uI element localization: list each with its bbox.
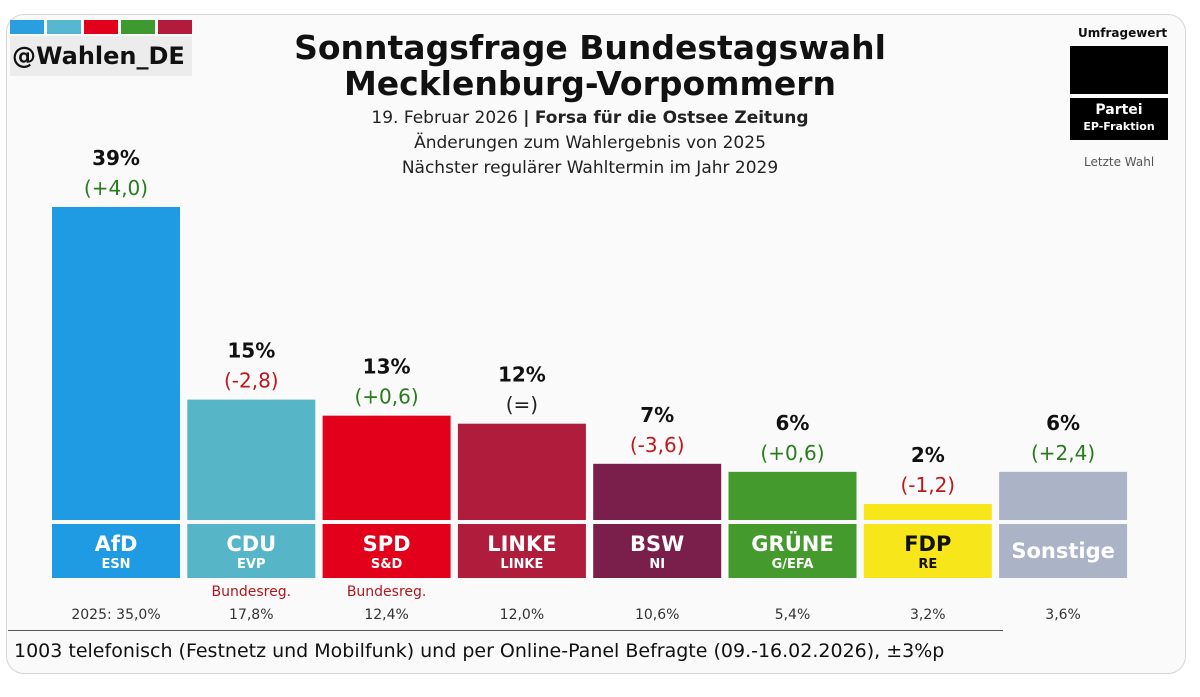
government-note: Bundesreg.: [347, 584, 427, 600]
last-election-label: 2025: 35,0%: [71, 607, 160, 623]
value-label: 12%: [498, 363, 546, 387]
value-label: 2%: [911, 443, 945, 467]
last-election-label: 12,4%: [364, 607, 408, 623]
category-label: FDP: [904, 532, 951, 556]
bar-3: [457, 423, 586, 520]
ep-group-label: RE: [918, 557, 937, 572]
category-label: GRÜNE: [751, 531, 833, 556]
brand-bar: [47, 20, 81, 34]
value-label: 6%: [1046, 411, 1080, 435]
party-box: [728, 524, 857, 578]
category-label: CDU: [226, 532, 276, 556]
legend-values-label: Umfragewert: [1078, 26, 1168, 40]
brand-bar: [10, 20, 44, 34]
ep-group-label: S&D: [371, 557, 403, 572]
footer-note: 1003 telefonisch (Festnetz und Mobilfunk…: [14, 640, 945, 662]
category-label: BSW: [630, 532, 684, 556]
brand-color-bars: [10, 20, 192, 34]
bar-1: [187, 399, 316, 520]
bar-7: [999, 471, 1128, 520]
last-election-label: 17,8%: [229, 607, 273, 623]
date-source-line: 19. Februar 2026 | Forsa für die Ostsee …: [250, 108, 930, 128]
value-label: 15%: [227, 339, 275, 363]
change-label: (+4,0): [84, 176, 148, 200]
bar-6: [863, 503, 992, 520]
chart-title-line2: Mecklenburg-Vorpommern: [343, 64, 837, 103]
value-label: 39%: [92, 146, 140, 170]
party-box: [187, 524, 316, 578]
brand-bar: [84, 20, 118, 34]
separator: |: [523, 108, 530, 128]
party-box: [322, 524, 451, 578]
legend-ep-label: EP-Fraktion: [1083, 120, 1155, 133]
category-label: SPD: [363, 532, 411, 556]
brand-bar: [121, 20, 155, 34]
legend-party-label: Partei: [1095, 102, 1143, 118]
account-handle: @Wahlen_DE: [10, 36, 192, 76]
ep-group-label: LINKE: [500, 557, 543, 572]
category-label: AfD: [95, 532, 138, 556]
change-label: (-2,8): [224, 369, 279, 393]
legend-party-box: Partei EP-Fraktion: [1070, 98, 1168, 140]
last-election-label: 12,0%: [500, 607, 544, 623]
last-election-label: 3,2%: [910, 607, 946, 623]
bar-4: [593, 463, 722, 520]
last-election-label: 3,6%: [1045, 607, 1081, 623]
brand-bar: [158, 20, 192, 34]
party-box: [999, 524, 1128, 578]
survey-source: Forsa für die Ostsee Zeitung: [534, 108, 809, 128]
next-election-note: Nächster regulärer Wahltermin im Jahr 20…: [401, 158, 779, 178]
value-label: 6%: [776, 411, 810, 435]
last-election-label: 10,6%: [635, 607, 679, 623]
changes-note: Änderungen zum Wahlergebnis von 2025: [414, 133, 766, 153]
category-label: LINKE: [487, 532, 556, 556]
last-election-label: 5,4%: [775, 607, 811, 623]
party-box: [52, 524, 180, 578]
change-label: (-3,6): [630, 433, 685, 457]
survey-date: 19. Februar 2026: [371, 108, 518, 128]
bar-2: [322, 415, 451, 520]
change-label: (-1,2): [900, 473, 955, 497]
change-label: (+0,6): [355, 385, 419, 409]
category-label: Sonstige: [1011, 539, 1115, 563]
footer-divider: [8, 630, 1003, 631]
legend-last-election-label: Letzte Wahl: [1084, 155, 1155, 169]
party-box: [863, 524, 992, 578]
ep-group-label: G/EFA: [772, 557, 814, 572]
ep-group-label: EVP: [237, 557, 265, 572]
value-label: 7%: [640, 403, 674, 427]
change-label: (+2,4): [1031, 441, 1095, 465]
party-box: [593, 524, 722, 578]
change-label: (=): [506, 393, 538, 417]
value-label: 13%: [363, 355, 411, 379]
government-note: Bundesreg.: [212, 584, 292, 600]
change-label: (+0,6): [760, 441, 824, 465]
legend-value-swatch: [1070, 46, 1168, 94]
ep-group-label: NI: [649, 557, 665, 572]
party-box: [457, 524, 586, 578]
chart-title-line1: Sonntagsfrage Bundestagswahl: [294, 28, 886, 67]
ep-group-label: ESN: [101, 557, 130, 572]
bar-5: [728, 471, 857, 520]
bar-0: [52, 207, 180, 520]
